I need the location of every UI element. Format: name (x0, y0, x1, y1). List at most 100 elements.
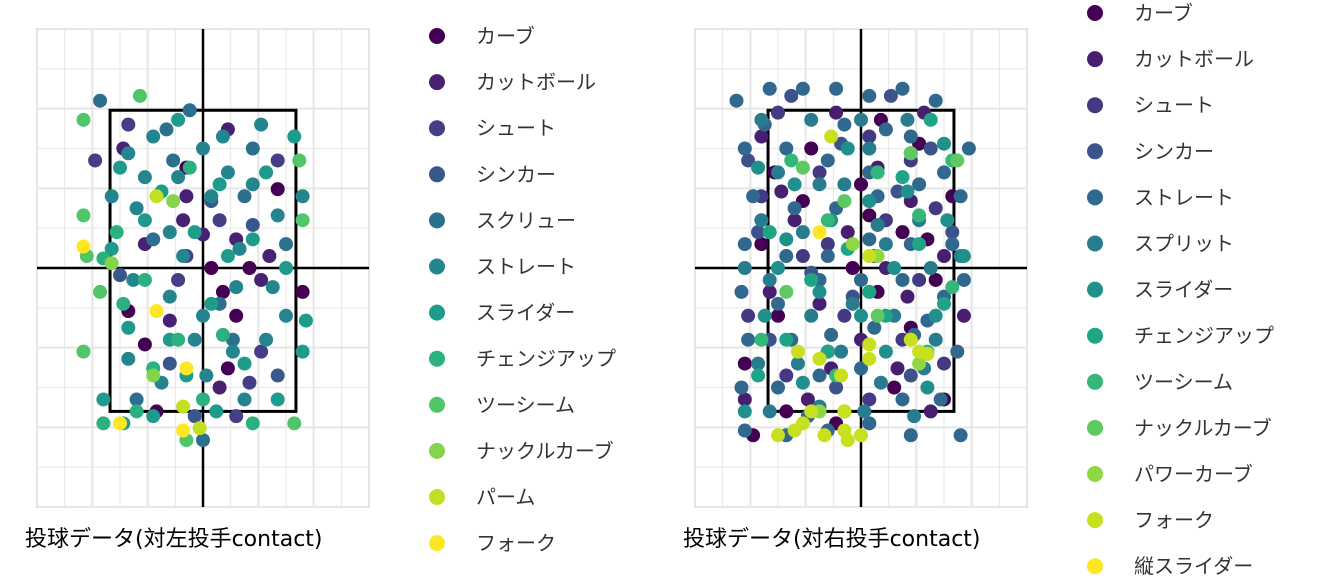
data-point (729, 93, 744, 108)
data-point (787, 201, 802, 216)
data-point (817, 428, 832, 443)
data-point (903, 332, 918, 347)
data-point (787, 177, 802, 192)
data-point (804, 272, 819, 287)
data-point (804, 141, 819, 156)
legend-label: カーブ (1134, 1, 1193, 25)
data-point (854, 272, 868, 287)
data-point (76, 344, 91, 359)
data-point (928, 93, 943, 108)
data-point (279, 261, 293, 275)
legend-key (1087, 189, 1103, 206)
legend-label: ツーシーム (476, 393, 575, 417)
data-point (220, 361, 235, 376)
data-point (771, 261, 785, 275)
data-point (790, 356, 805, 371)
data-point (146, 409, 161, 424)
data-point (895, 170, 910, 185)
data-point (93, 93, 108, 108)
data-point (121, 146, 136, 161)
data-point (212, 177, 227, 192)
data-point (840, 225, 855, 240)
legend-label: シュート (1134, 93, 1214, 117)
data-point (887, 380, 902, 395)
data-point (734, 284, 749, 299)
data-point (779, 232, 794, 247)
data-point (137, 337, 152, 352)
legend-key (1087, 512, 1103, 529)
legend-key (1087, 373, 1103, 390)
data-point (862, 284, 877, 299)
data-point (854, 112, 868, 127)
data-point (804, 308, 819, 323)
data-point (262, 249, 277, 264)
right-chart: 投球データ(対右投手contact) カーブカットボールシュートシンカーストレー… (683, 1, 1274, 576)
data-point (824, 129, 839, 144)
data-point (824, 327, 839, 342)
data-point (196, 141, 210, 156)
legend-key (429, 396, 445, 413)
chart-title: 投球データ(対左投手contact) (25, 527, 323, 552)
data-point (940, 213, 955, 228)
data-point (837, 194, 852, 209)
data-point (199, 368, 214, 383)
data-point (259, 332, 274, 347)
legend-label: スクリュー (476, 208, 576, 232)
legend-key (1087, 51, 1103, 68)
data-point (754, 213, 769, 228)
data-point (900, 112, 915, 127)
data-point (862, 351, 877, 366)
data-point (862, 194, 877, 209)
data-point (795, 81, 810, 96)
data-point (96, 392, 111, 407)
legend-label: スライダー (476, 301, 575, 325)
data-point (857, 404, 872, 419)
legend-key (429, 74, 445, 91)
data-point (242, 261, 257, 275)
legend-label: ストレート (476, 255, 576, 279)
data-point (837, 177, 852, 192)
data-point (187, 409, 202, 424)
data-point (903, 146, 918, 161)
data-point (746, 189, 761, 204)
data-point (76, 239, 91, 254)
data-point (295, 344, 310, 359)
data-point (912, 356, 927, 371)
data-point (867, 320, 882, 335)
data-point (878, 237, 893, 252)
data-point (912, 272, 927, 287)
data-point (812, 165, 827, 180)
legend-key (429, 28, 445, 44)
data-point (790, 344, 805, 359)
data-point (737, 423, 752, 438)
legend-key (429, 212, 445, 229)
data-point (795, 249, 810, 264)
data-point (870, 217, 885, 232)
legend-label: シンカー (476, 162, 556, 186)
data-point (737, 392, 752, 407)
data-point (834, 368, 849, 383)
legend-label: フォーク (476, 531, 556, 555)
data-point (270, 392, 285, 407)
data-point (229, 409, 244, 424)
data-point (845, 296, 860, 311)
data-point (751, 160, 766, 175)
legend-label: カーブ (476, 24, 535, 48)
data-point (192, 421, 207, 436)
data-point (862, 416, 877, 431)
data-point (903, 368, 918, 383)
data-point (754, 237, 769, 252)
data-point (270, 153, 285, 168)
data-point (176, 399, 191, 414)
data-point (187, 225, 202, 240)
data-point (890, 184, 905, 199)
legend-label: チェンジアップ (1134, 324, 1274, 348)
data-point (854, 428, 868, 443)
data-point (795, 160, 810, 175)
data-point (912, 177, 927, 192)
data-point (878, 122, 893, 137)
data-point (270, 208, 285, 223)
data-point (812, 368, 827, 383)
data-point (292, 153, 307, 168)
